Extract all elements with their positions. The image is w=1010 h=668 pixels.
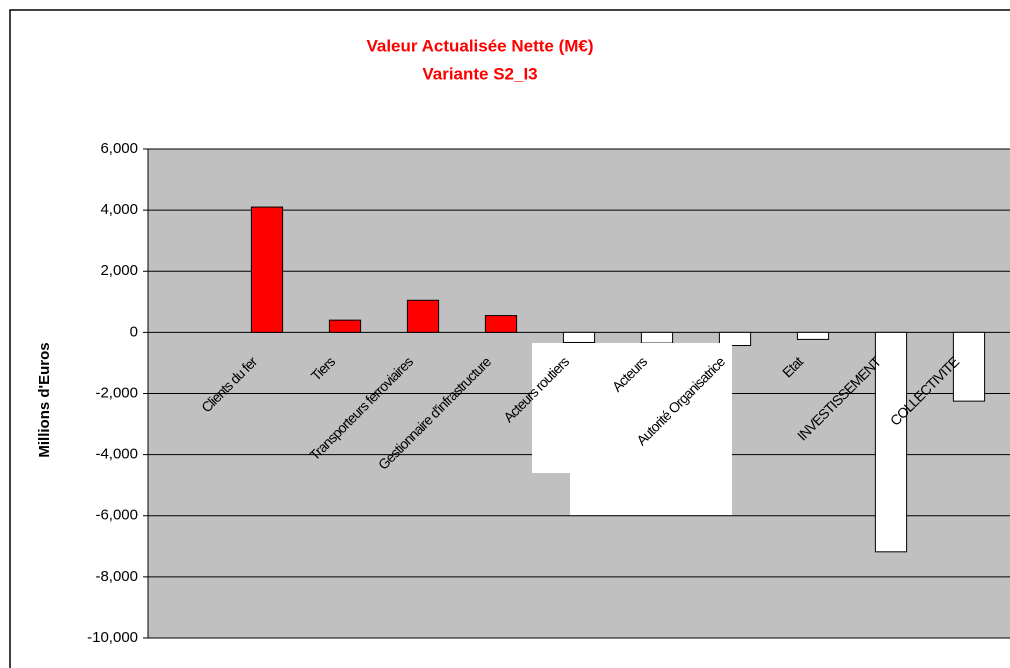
- y-tick-label: -4,000: [95, 446, 138, 463]
- bar: [718, 331, 752, 347]
- y-tick-label: -10,000: [87, 629, 138, 646]
- y-tick-label: 4,000: [100, 201, 138, 218]
- occlusion: [570, 343, 732, 515]
- bar: [952, 331, 986, 402]
- bar: [640, 331, 674, 344]
- y-tick-label: 2,000: [100, 262, 138, 279]
- chart-subtitle: Variante S2_I3: [422, 64, 537, 83]
- bar: [250, 206, 284, 333]
- y-tick-label: -6,000: [95, 507, 138, 524]
- y-tick-label: 0: [130, 323, 138, 340]
- bar: [406, 299, 440, 333]
- y-tick-label: -8,000: [95, 568, 138, 585]
- bar: [484, 315, 518, 333]
- bar: [796, 331, 830, 340]
- bar: [874, 331, 908, 553]
- y-tick-label: -2,000: [95, 384, 138, 401]
- bars: [250, 206, 986, 553]
- bar: [562, 331, 596, 343]
- y-axis-label: Millions d'Euros: [36, 342, 53, 457]
- grid: [143, 148, 1010, 639]
- y-tick-label: 6,000: [100, 140, 138, 157]
- chart-title: Valeur Actualisée Nette (M€): [366, 36, 593, 55]
- bar: [328, 319, 362, 333]
